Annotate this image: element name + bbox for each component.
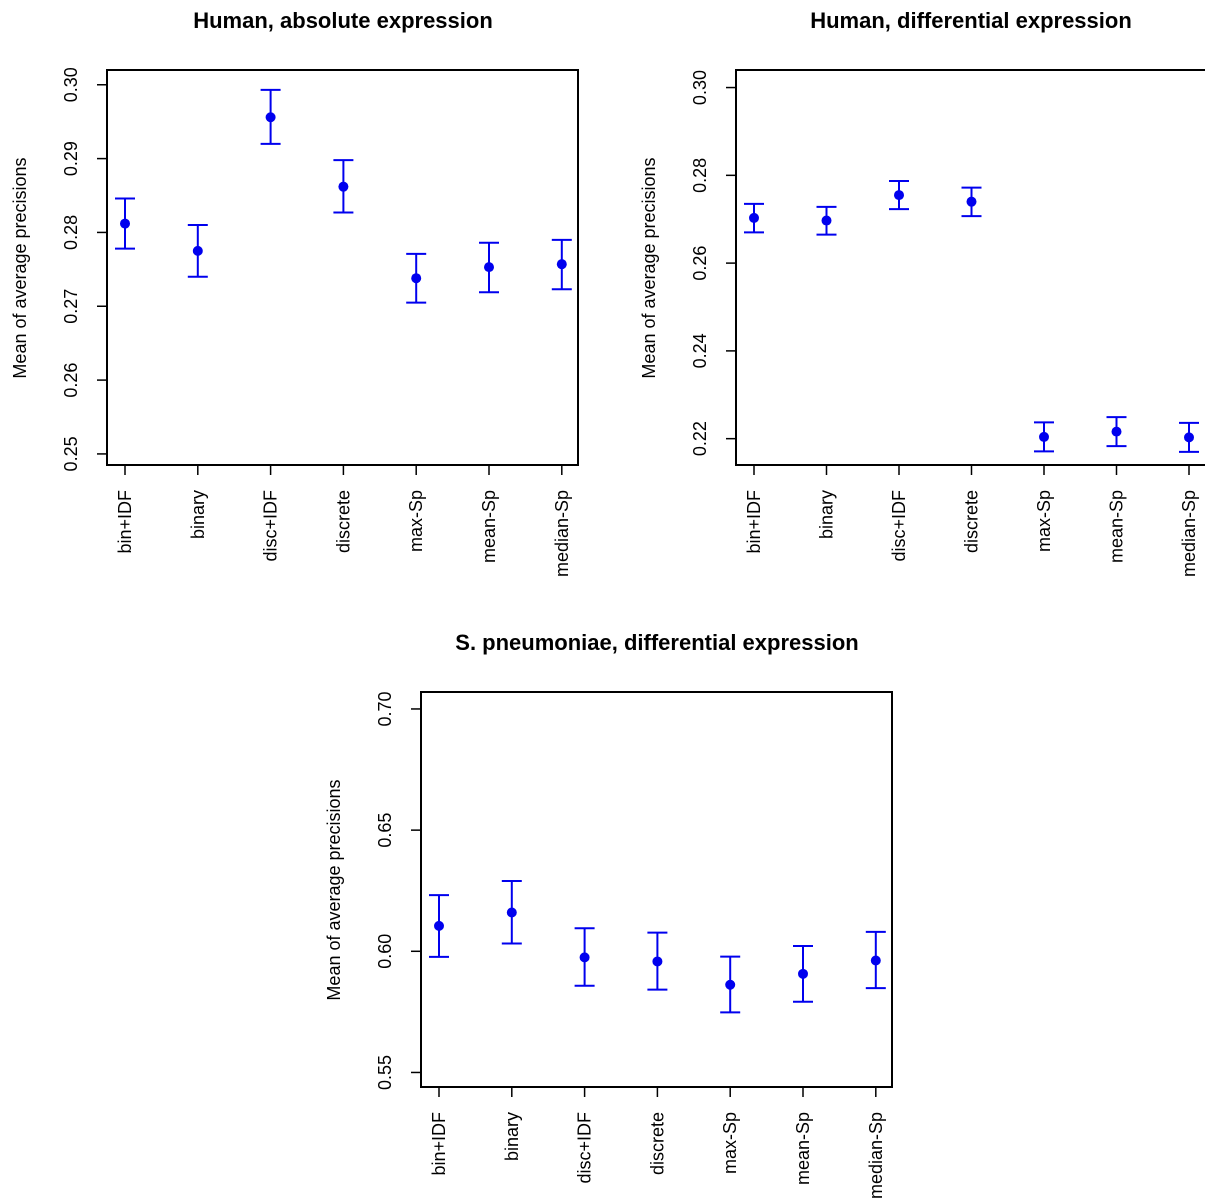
x-tick-label: bin+IDF [429,1112,449,1176]
data-point [870,955,881,966]
chart-title: Human, differential expression [810,8,1132,33]
data-point [265,112,276,123]
y-tick-label: 0.30 [690,70,710,105]
data-point [652,956,663,967]
x-tick-label: binary [502,1112,522,1161]
data-point [821,215,832,226]
y-axis-label: Mean of average precisions [639,157,659,378]
x-tick-label: max-Sp [406,490,426,552]
data-point [434,920,444,931]
y-tick-label: 0.65 [375,813,395,848]
data-point [894,190,904,201]
data-point [120,218,130,229]
y-tick-label: 0.28 [61,215,81,250]
data-point [1039,431,1049,442]
data-point [506,907,517,918]
panel-human-absolute: Human, absolute expression Mean of avera… [10,8,579,577]
x-tick-label: disc+IDF [261,490,281,562]
x-tick-label: disc+IDF [575,1112,595,1184]
y-tick-label: 0.29 [61,141,81,176]
plot-frame [420,691,893,1088]
data-point [725,979,736,990]
x-tick-label: median-Sp [1179,490,1199,577]
y-tick-label: 0.60 [375,934,395,969]
y-tick-label: 0.70 [375,691,395,726]
chart-title: Human, absolute expression [193,8,493,33]
data-point [1111,426,1122,437]
chart-marks: 0.55 0.60 0.65 0.70 bin+IDF binary disc+IDF dis… [375,691,886,1199]
data-point [966,196,977,207]
y-tick-label: 0.24 [690,333,710,368]
x-tick-label: max-Sp [1034,490,1054,552]
data-point [484,262,494,273]
y-tick-label: 0.28 [690,158,710,193]
y-tick-label: 0.30 [61,67,81,102]
y-tick-label: 0.25 [61,436,81,471]
x-tick-label: binary [817,490,837,539]
y-axis-label: Mean of average precisions [10,157,30,378]
data-point [556,259,567,270]
y-tick-label: 0.22 [690,421,710,456]
x-tick-label: discrete [647,1112,667,1175]
y-tick-label: 0.26 [690,246,710,281]
x-tick-label: median-Sp [552,490,572,577]
data-point [192,245,203,256]
x-tick-label: mean-Sp [479,490,499,563]
data-point [749,212,759,223]
data-point [338,181,349,192]
data-point [411,273,422,284]
x-tick-label: mean-Sp [793,1112,813,1185]
chart-title: S. pneumoniae, differential expression [455,630,858,655]
x-tick-label: disc+IDF [889,490,909,562]
x-tick-label: discrete [962,490,982,553]
y-axis-label: Mean of average precisions [324,779,344,1000]
panel-spneumoniae-differential: S. pneumoniae, differential expression M… [324,630,893,1199]
x-tick-label: discrete [333,490,353,553]
data-point [798,968,808,979]
x-tick-label: max-Sp [720,1112,740,1174]
panel-human-differential: Human, differential expression Mean of a… [639,8,1205,577]
chart-marks: 0.22 0.24 0.26 0.28 0.30 bin+IDF binary disc+ID… [690,70,1199,577]
y-tick-label: 0.27 [61,289,81,324]
x-tick-label: bin+IDF [115,490,135,554]
data-point [579,952,590,963]
x-tick-label: binary [188,490,208,539]
x-tick-label: mean-Sp [1107,490,1127,563]
plot-frame [735,69,1205,466]
y-tick-label: 0.26 [61,363,81,398]
y-tick-label: 0.55 [375,1055,395,1090]
plot-frame [106,69,579,466]
chart-marks: 0.25 0.26 0.27 0.28 0.29 0.30 bin+IDF binary dis… [61,67,572,577]
x-tick-label: bin+IDF [744,490,764,554]
x-tick-label: median-Sp [866,1112,886,1199]
data-point [1184,432,1194,443]
